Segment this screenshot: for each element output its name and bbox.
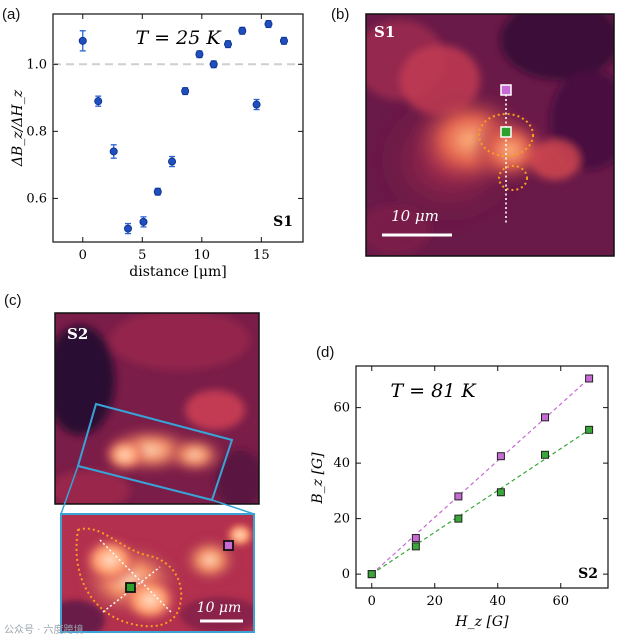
chart-d-point-purple [541,413,549,422]
image-b-frame [365,13,615,257]
image-c-connector-right [211,499,255,515]
chart-a-point [252,100,261,109]
image-c-frame [54,312,260,505]
panel-label-a: (a) [2,6,21,23]
chart-a-point [139,217,148,226]
chart-a-point [223,40,232,49]
chart-d-sample-label: S2 [578,566,598,582]
chart-a-point [94,97,103,106]
chart-a-point [279,36,288,45]
chart-d-point-green [367,570,376,579]
chart-d-ytick-label: 60 [333,401,350,416]
panel-label-b: (b) [331,6,350,23]
chart-a-xtick-label: 0 [79,248,87,263]
chart-d-xtick-label: 0 [368,594,376,609]
image-b-dotted-region-1 [478,113,534,157]
image-c-inset-frame [60,513,255,633]
chart-a-xlabel: distance [μm] [129,264,227,280]
chart-a-point [124,224,133,233]
chart-a-point [153,187,162,196]
image-b-marker-purple [500,84,512,96]
chart-d-point-purple [411,534,420,543]
chart-a-point [195,50,204,59]
panel-label-d: (d) [316,344,335,361]
chart-a-title: T = 25 K [135,27,222,49]
chart-d-point-purple [585,374,594,383]
image-c-scalebar-label: 10 μm [197,600,242,616]
chart-a-frame [52,13,304,243]
chart-d-xlabel: H_z [G] [454,614,509,630]
chart-d-point-green [541,450,549,459]
image-c-marker-purple [223,540,234,551]
chart-a-sample-label: S1 [273,214,293,230]
chart-a-ylabel: ΔB_z/ΔH_z [10,89,26,167]
chart-a-ytick-label: 1.0 [26,57,47,72]
chart-d-xtick-label: 20 [426,594,443,609]
chart-d-point-purple [454,492,463,501]
chart-a-point [264,20,273,29]
chart-a-point [181,87,190,96]
chart-d-point-green [411,542,420,551]
image-c-linecut-1 [99,539,173,614]
chart-d-xtick-label: 40 [489,594,506,609]
image-c-dotted-outline [75,527,183,628]
chart-a-ytick-label: 0.6 [26,191,47,206]
panel-label-c: (c) [4,292,22,309]
chart-a-point [238,26,247,35]
chart-d-ylabel: B_z [G] [310,452,326,505]
chart-d-point-green [454,514,463,523]
chart-d-point-purple [496,452,505,461]
chart-a-point [78,36,87,45]
chart-d-ytick-label: 20 [333,512,350,527]
chart-d-point-green [585,425,594,434]
chart-a-xtick-label: 10 [194,248,211,263]
chart-d-point-green [496,488,505,497]
chart-a-xtick-label: 15 [253,248,270,263]
chart-d-title: T = 81 K [390,380,477,402]
image-b-marker-green [500,126,512,138]
watermark: 公众号 · 六度跨境 [4,625,84,636]
image-c-marker-green [125,582,136,593]
chart-d-xtick-label: 60 [552,594,569,609]
image-b-sample-label: S1 [374,23,395,41]
chart-d-ytick-label: 0 [342,567,350,582]
image-b-dotted-region-2 [498,165,528,191]
chart-a-point [109,147,118,156]
chart-a-xtick-label: 5 [138,248,146,263]
chart-d-series-line-green [371,429,590,575]
chart-d-ytick-label: 40 [333,456,350,471]
chart-a-point [168,157,177,166]
chart-d-frame [355,365,609,589]
image-c-connector-left [60,465,79,515]
image-c-sample-label: S2 [67,325,88,343]
image-b-scalebar-label: 10 μm [391,207,439,225]
chart-a-point [209,60,218,69]
chart-a-ytick-label: 0.8 [26,124,47,139]
